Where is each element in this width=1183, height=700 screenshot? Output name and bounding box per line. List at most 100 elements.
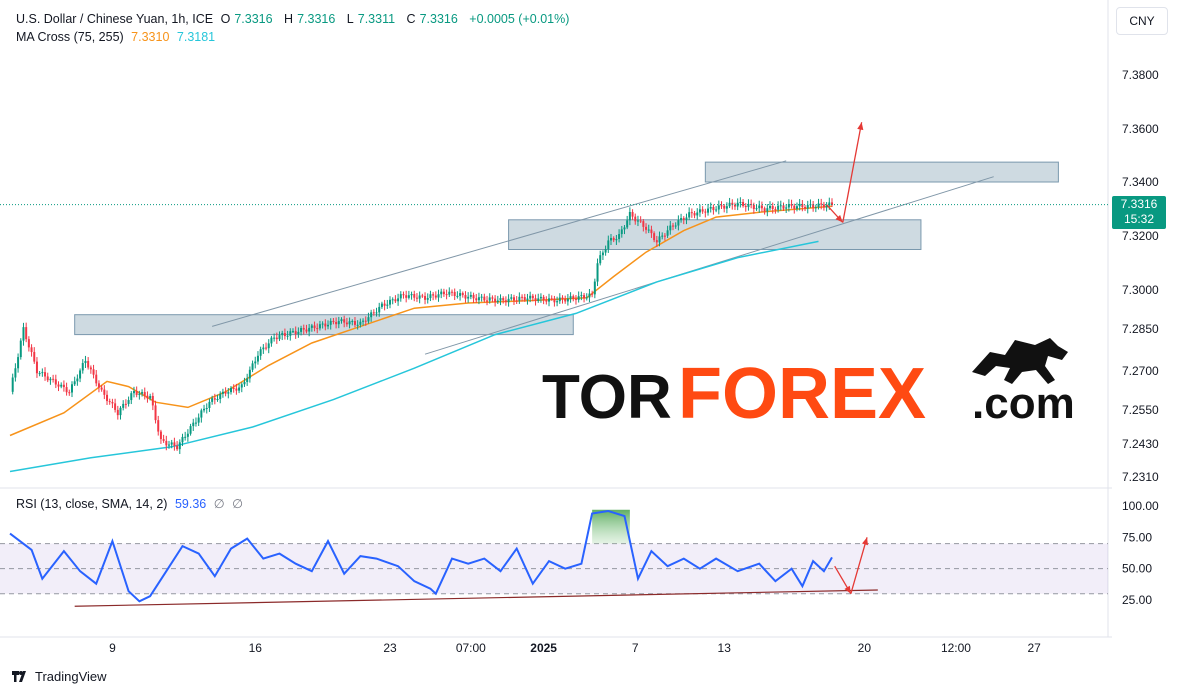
candle-body: [820, 203, 823, 205]
time-axis-label: 23: [383, 641, 397, 655]
candle-body: [812, 204, 815, 208]
low-value: 7.3311: [357, 12, 396, 26]
candle-body: [170, 442, 173, 445]
candle-body: [720, 205, 723, 207]
candle-body: [688, 212, 691, 218]
candle-body: [744, 206, 747, 208]
candle-body: [205, 408, 208, 410]
close-value: 7.3316: [419, 12, 458, 26]
projection-arrow: [842, 122, 863, 223]
candle-body: [65, 387, 68, 393]
candle-body: [723, 205, 726, 209]
candle-body: [669, 225, 672, 231]
candle-body: [159, 431, 162, 440]
candle-body: [588, 293, 591, 298]
candle-body: [14, 368, 17, 378]
candle-body: [100, 387, 103, 390]
candle-body: [432, 294, 435, 296]
candle-body: [294, 331, 297, 335]
candle-body: [440, 291, 443, 295]
candle-body: [343, 319, 346, 323]
candle-body: [777, 205, 780, 210]
candle-body: [240, 384, 243, 388]
candle-body: [327, 324, 330, 327]
symbol-header: U.S. Dollar / Chinese Yuan, 1h, ICE O 7.3…: [16, 12, 573, 26]
symbol-name: U.S. Dollar / Chinese Yuan, 1h, ICE: [16, 12, 214, 26]
candle-body: [634, 216, 637, 222]
candle-body: [599, 255, 602, 264]
high-value: 7.3316: [297, 12, 336, 26]
candle-body: [421, 295, 424, 297]
price-axis-label: 7.3800: [1122, 68, 1159, 82]
candle-body: [577, 296, 580, 300]
candle-body: [696, 212, 699, 216]
candle-body: [795, 206, 798, 209]
candle-body: [828, 202, 831, 206]
rsi-legend[interactable]: RSI (13, close, SMA, 14, 2) 59.36 ∅ ∅: [16, 496, 247, 511]
candle-body: [736, 202, 739, 207]
candle-body: [68, 392, 71, 394]
candle-body: [310, 325, 313, 328]
candle-body: [831, 202, 833, 206]
candle-body: [763, 208, 766, 212]
candle-body: [337, 321, 340, 325]
candle-body: [410, 294, 413, 296]
candle-body: [211, 398, 214, 402]
rsi-value: 59.36: [174, 497, 207, 511]
candle-body: [650, 229, 653, 234]
candle-body: [572, 296, 575, 299]
candle-body: [477, 297, 480, 301]
candle-body: [604, 249, 607, 253]
candle-body: [642, 221, 645, 227]
candle-body: [817, 203, 820, 208]
candle-body: [645, 226, 648, 230]
candle-body: [138, 393, 141, 395]
rsi-axis-label: 75.00: [1122, 530, 1152, 544]
currency-button[interactable]: CNY: [1116, 7, 1168, 35]
rsi-extra-1: ∅: [213, 497, 225, 511]
candle-body: [690, 212, 693, 214]
ma-layer: [9, 205, 833, 473]
candle-body: [701, 209, 704, 212]
candle-body: [739, 201, 742, 203]
candle-body: [785, 207, 788, 209]
candle-body: [771, 206, 774, 210]
arrows-layer: [826, 122, 864, 223]
candle-body: [151, 396, 154, 406]
candle-body: [591, 293, 594, 295]
candle-body: [157, 420, 160, 432]
tradingview-brand[interactable]: TradingView: [12, 669, 107, 684]
candle-body: [243, 381, 246, 385]
candle-body: [742, 201, 745, 207]
candle-body: [491, 297, 494, 299]
candle-body: [108, 401, 111, 403]
candle-body: [593, 281, 596, 295]
candle-body: [33, 352, 36, 362]
ma-fast-value: 7.3310: [131, 30, 170, 44]
candle-body: [372, 312, 375, 314]
candle-body: [483, 296, 486, 301]
candle-body: [418, 295, 421, 299]
candle-body: [79, 370, 82, 379]
candle-body: [173, 442, 176, 446]
candle-body: [114, 403, 117, 410]
candle-body: [583, 295, 586, 299]
time-axis-label: 12:00: [941, 641, 971, 655]
candle-body: [502, 298, 505, 301]
candle-body: [655, 240, 658, 243]
candle-body: [494, 298, 497, 303]
candle-body: [22, 327, 25, 341]
candle-body: [332, 320, 335, 323]
rsi-layer: [0, 509, 1108, 607]
time-axis-label: 9: [109, 641, 116, 655]
channel-line: [211, 160, 787, 327]
candle-body: [488, 297, 491, 301]
candle-body: [281, 333, 284, 336]
price-zone: [704, 161, 1059, 183]
ma-fast-line: [9, 205, 833, 437]
rsi-axis-label: 25.00: [1122, 593, 1152, 607]
candle-body: [291, 331, 294, 333]
candle-body: [340, 319, 343, 322]
ma-legend[interactable]: MA Cross (75, 255) 7.3310 7.3181: [16, 30, 219, 44]
